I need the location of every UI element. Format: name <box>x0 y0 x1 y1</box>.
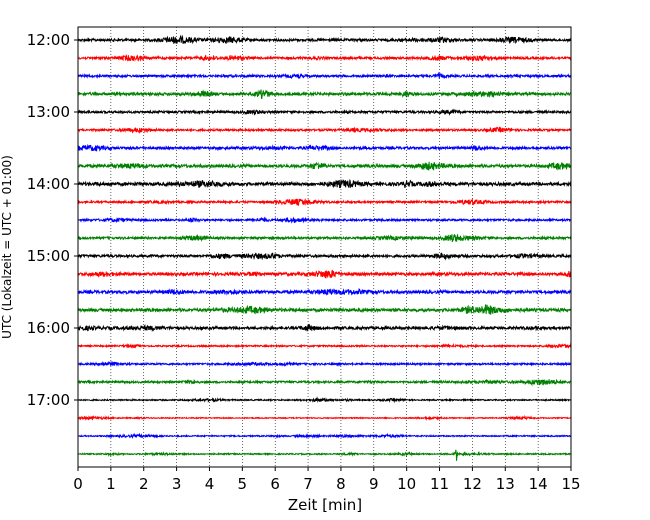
trace-1600 <box>77 323 572 333</box>
y-tick-label: 16:00 <box>27 319 70 337</box>
y-tick-label: 15:00 <box>27 247 70 265</box>
trace-1345 <box>77 161 572 172</box>
trace-1515 <box>77 269 572 279</box>
y-tick-label: 14:00 <box>27 175 70 193</box>
trace-1300 <box>77 108 572 116</box>
x-tick-label: 11 <box>430 475 449 493</box>
trace-1715 <box>77 414 572 421</box>
trace-1645 <box>77 378 572 387</box>
x-axis: 0 1 2 3 4 5 6 7 8 9 10 11 12 13 14 15 <box>73 467 581 493</box>
x-axis-label: Zeit [min] <box>288 496 362 514</box>
trace-1245 <box>77 89 572 100</box>
y-tick-label: 17:00 <box>27 391 70 409</box>
trace-group <box>77 34 572 461</box>
grid-lines <box>110 27 539 467</box>
x-tick-label: 5 <box>238 475 248 493</box>
x-tick-label: 8 <box>336 475 346 493</box>
trace-1630 <box>77 360 572 368</box>
trace-1400 <box>77 178 572 189</box>
y-axis-label: UTC (Lokalzeit = UTC + 01:00) <box>0 155 14 339</box>
trace-1200 <box>77 34 572 45</box>
trace-1215 <box>77 53 572 62</box>
x-tick-label: 6 <box>270 475 280 493</box>
x-tick-label: 9 <box>369 475 379 493</box>
x-tick-label: 13 <box>496 475 515 493</box>
x-tick-label: 7 <box>303 475 313 493</box>
y-tick-label: 13:00 <box>27 103 70 121</box>
trace-1745 <box>77 449 572 461</box>
trace-1530 <box>77 287 572 296</box>
x-tick-label: 3 <box>172 475 182 493</box>
trace-1700 <box>77 396 572 404</box>
x-tick-label: 14 <box>529 475 548 493</box>
trace-1445 <box>77 233 572 243</box>
trace-1415 <box>77 198 572 206</box>
x-tick-label: 2 <box>139 475 149 493</box>
trace-1230 <box>77 71 572 80</box>
plot-frame <box>77 26 572 468</box>
x-tick-label: 1 <box>106 475 116 493</box>
trace-1545 <box>77 303 572 315</box>
trace-1430 <box>77 216 572 224</box>
x-tick-label: 10 <box>397 475 416 493</box>
x-tick-label: 4 <box>205 475 215 493</box>
x-tick-label: 0 <box>73 475 83 493</box>
y-tick-label: 12:00 <box>27 31 70 49</box>
trace-1615 <box>77 342 572 349</box>
trace-1315 <box>77 126 572 134</box>
x-tick-label: 12 <box>463 475 482 493</box>
trace-1330 <box>77 143 572 152</box>
x-tick-label: 15 <box>561 475 580 493</box>
trace-1500 <box>77 252 572 261</box>
trace-1730 <box>77 432 572 439</box>
y-axis: 12:00 13:00 14:00 15:00 16:00 17:00 <box>27 31 78 409</box>
